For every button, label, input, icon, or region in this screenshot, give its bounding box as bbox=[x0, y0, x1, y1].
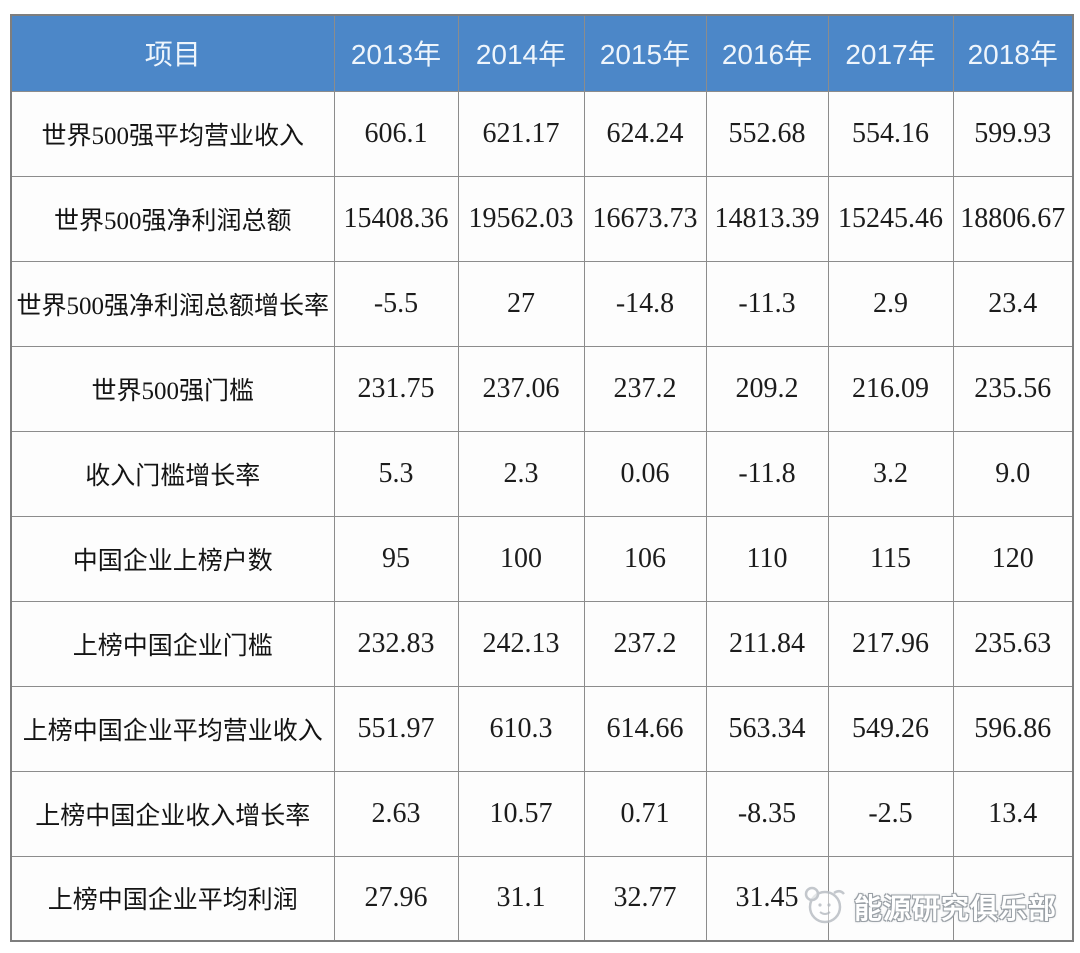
table-cell: 0.06 bbox=[583, 430, 707, 517]
table-cell: 209.2 bbox=[705, 345, 829, 432]
table-row: 上榜中国企业平均利润 27.96 31.1 32.77 31.45 bbox=[10, 855, 1074, 942]
table-cell: -8.35 bbox=[705, 770, 829, 857]
header-cell-2017: 2017年 bbox=[827, 14, 954, 92]
table-cell: 95 bbox=[333, 515, 459, 602]
row-label: 上榜中国企业平均利润 bbox=[10, 855, 335, 942]
table-cell: 31.45 bbox=[705, 855, 829, 942]
table-cell: 621.17 bbox=[457, 90, 585, 177]
table-cell: 235.56 bbox=[952, 345, 1074, 432]
table-cell: 2.3 bbox=[457, 430, 585, 517]
table-cell: 100 bbox=[457, 515, 585, 602]
table-cell: 211.84 bbox=[705, 600, 829, 687]
table-cell: 10.57 bbox=[457, 770, 585, 857]
row-label: 收入门槛增长率 bbox=[10, 430, 335, 517]
table-cell: 235.63 bbox=[952, 600, 1074, 687]
table-row: 世界500强净利润总额增长率 -5.5 27 -14.8 -11.3 2.9 2… bbox=[10, 260, 1074, 347]
row-label: 上榜中国企业门槛 bbox=[10, 600, 335, 687]
table-cell: 0.71 bbox=[583, 770, 707, 857]
header-cell-2018: 2018年 bbox=[952, 14, 1074, 92]
table-cell: 2.9 bbox=[827, 260, 954, 347]
header-cell-2015: 2015年 bbox=[583, 14, 707, 92]
table-cell: 552.68 bbox=[705, 90, 829, 177]
table-cell: 563.34 bbox=[705, 685, 829, 772]
table-cell: 610.3 bbox=[457, 685, 585, 772]
table-cell: -11.3 bbox=[705, 260, 829, 347]
table-cell bbox=[827, 855, 954, 942]
table-cell: 3.2 bbox=[827, 430, 954, 517]
table-cell: 237.06 bbox=[457, 345, 585, 432]
table-cell: 216.09 bbox=[827, 345, 954, 432]
header-cell-2014: 2014年 bbox=[457, 14, 585, 92]
table-cell: 32.77 bbox=[583, 855, 707, 942]
table-cell: 237.2 bbox=[583, 345, 707, 432]
header-cell-item: 项目 bbox=[10, 14, 335, 92]
table-cell: 231.75 bbox=[333, 345, 459, 432]
table-row: 世界500强净利润总额 15408.36 19562.03 16673.73 1… bbox=[10, 175, 1074, 262]
table-cell: 614.66 bbox=[583, 685, 707, 772]
table-cell: 13.4 bbox=[952, 770, 1074, 857]
row-label: 中国企业上榜户数 bbox=[10, 515, 335, 602]
table-cell: 15408.36 bbox=[333, 175, 459, 262]
table-cell: 606.1 bbox=[333, 90, 459, 177]
table-cell: 549.26 bbox=[827, 685, 954, 772]
table-row: 上榜中国企业收入增长率 2.63 10.57 0.71 -8.35 -2.5 1… bbox=[10, 770, 1074, 857]
header-cell-2016: 2016年 bbox=[705, 14, 829, 92]
table-cell: -14.8 bbox=[583, 260, 707, 347]
table-cell: 596.86 bbox=[952, 685, 1074, 772]
table-cell bbox=[952, 855, 1074, 942]
row-label: 世界500强门槛 bbox=[10, 345, 335, 432]
table-cell: 551.97 bbox=[333, 685, 459, 772]
row-label: 世界500强平均营业收入 bbox=[10, 90, 335, 177]
table-row: 中国企业上榜户数 95 100 106 110 115 120 bbox=[10, 515, 1074, 602]
table-cell: 5.3 bbox=[333, 430, 459, 517]
data-table: 项目 2013年 2014年 2015年 2016年 2017年 2018年 世… bbox=[10, 14, 1074, 942]
table-cell: -11.8 bbox=[705, 430, 829, 517]
table-cell: 110 bbox=[705, 515, 829, 602]
table-cell: 232.83 bbox=[333, 600, 459, 687]
table-cell: 217.96 bbox=[827, 600, 954, 687]
table-cell: 106 bbox=[583, 515, 707, 602]
table-cell: -2.5 bbox=[827, 770, 954, 857]
row-label: 世界500强净利润总额 bbox=[10, 175, 335, 262]
table-row: 上榜中国企业平均营业收入 551.97 610.3 614.66 563.34 … bbox=[10, 685, 1074, 772]
row-label: 上榜中国企业平均营业收入 bbox=[10, 685, 335, 772]
table-cell: 9.0 bbox=[952, 430, 1074, 517]
table-cell: 2.63 bbox=[333, 770, 459, 857]
table-cell: 14813.39 bbox=[705, 175, 829, 262]
row-label: 上榜中国企业收入增长率 bbox=[10, 770, 335, 857]
table-cell: 237.2 bbox=[583, 600, 707, 687]
table-cell: 19562.03 bbox=[457, 175, 585, 262]
table-cell: 120 bbox=[952, 515, 1074, 602]
table-cell: -5.5 bbox=[333, 260, 459, 347]
table-cell: 27.96 bbox=[333, 855, 459, 942]
table-cell: 31.1 bbox=[457, 855, 585, 942]
table-row: 世界500强门槛 231.75 237.06 237.2 209.2 216.0… bbox=[10, 345, 1074, 432]
table-cell: 599.93 bbox=[952, 90, 1074, 177]
table-cell: 554.16 bbox=[827, 90, 954, 177]
table-cell: 18806.67 bbox=[952, 175, 1074, 262]
table-cell: 624.24 bbox=[583, 90, 707, 177]
table-cell: 16673.73 bbox=[583, 175, 707, 262]
table-header-row: 项目 2013年 2014年 2015年 2016年 2017年 2018年 bbox=[10, 14, 1074, 92]
header-cell-2013: 2013年 bbox=[333, 14, 459, 92]
row-label: 世界500强净利润总额增长率 bbox=[10, 260, 335, 347]
table-cell: 15245.46 bbox=[827, 175, 954, 262]
table-row: 上榜中国企业门槛 232.83 242.13 237.2 211.84 217.… bbox=[10, 600, 1074, 687]
table-cell: 242.13 bbox=[457, 600, 585, 687]
table-cell: 23.4 bbox=[952, 260, 1074, 347]
table-row: 世界500强平均营业收入 606.1 621.17 624.24 552.68 … bbox=[10, 90, 1074, 177]
table-row: 收入门槛增长率 5.3 2.3 0.06 -11.8 3.2 9.0 bbox=[10, 430, 1074, 517]
table-cell: 27 bbox=[457, 260, 585, 347]
table-cell: 115 bbox=[827, 515, 954, 602]
